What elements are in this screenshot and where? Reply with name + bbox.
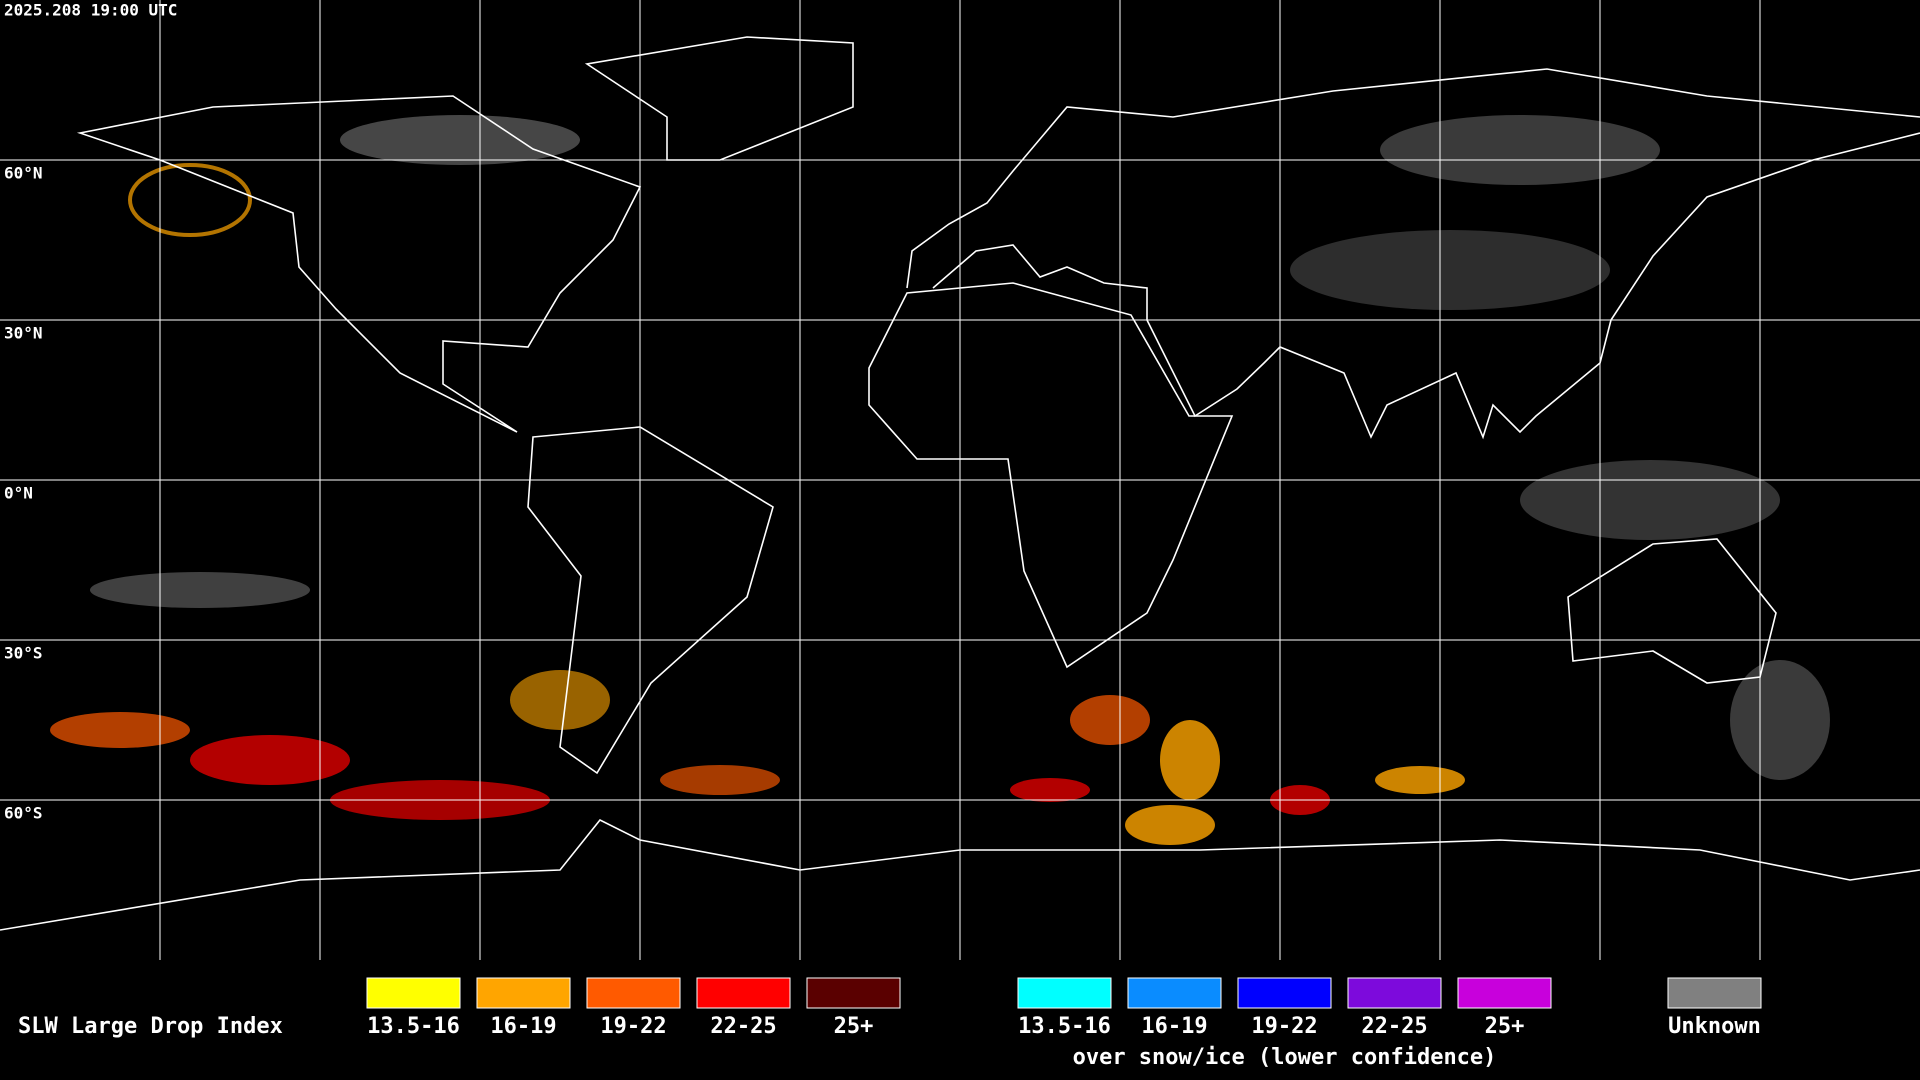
legend-swatch xyxy=(1017,977,1112,1009)
cloud-large-drop xyxy=(128,163,252,237)
cloud-large-drop xyxy=(190,735,350,785)
cloud-large-drop xyxy=(1010,778,1090,802)
latitude-label: 30°N xyxy=(4,324,43,343)
legend-label: 13.5-16 xyxy=(1018,1014,1111,1039)
legend-swatch xyxy=(1457,977,1552,1009)
latitude-label: 0°N xyxy=(4,484,33,503)
coastline xyxy=(0,818,1920,931)
cloud-unknown xyxy=(340,115,580,165)
legend-swatch xyxy=(1127,977,1222,1009)
legend-swatch xyxy=(366,977,461,1009)
latitude-label: 60°S xyxy=(4,804,43,823)
latitude-label: 30°S xyxy=(4,644,43,663)
cloud-large-drop xyxy=(1375,766,1465,794)
legend-swatch xyxy=(476,977,571,1009)
cloud-large-drop xyxy=(1070,695,1150,745)
legend-label: 22-25 xyxy=(1361,1014,1427,1039)
cloud-large-drop xyxy=(1125,805,1215,845)
legend-label: 22-25 xyxy=(710,1014,776,1039)
legend-label: 13.5-16 xyxy=(367,1014,460,1039)
cloud-unknown xyxy=(1380,115,1660,185)
cloud-unknown xyxy=(1730,660,1830,780)
coastline xyxy=(527,426,774,775)
legend-label: Unknown xyxy=(1668,1014,1761,1039)
legend-swatch xyxy=(806,977,901,1009)
legend-label: 25+ xyxy=(1485,1014,1525,1039)
coastline xyxy=(76,95,642,433)
legend-label: 19-22 xyxy=(1251,1014,1317,1039)
legend-swatch xyxy=(1667,977,1762,1009)
graticule: 60°N 30°N 0°N 30°S 60°S xyxy=(0,0,1920,960)
cloud-fields xyxy=(50,115,1830,845)
legend-label: 16-19 xyxy=(1141,1014,1207,1039)
cloud-large-drop xyxy=(1160,720,1220,800)
legend-label: 25+ xyxy=(834,1014,874,1039)
cloud-unknown xyxy=(90,572,310,608)
legend-label: 19-22 xyxy=(600,1014,666,1039)
timestamp: 2025.208 19:00 UTC xyxy=(4,1,177,20)
legend-swatch xyxy=(1237,977,1332,1009)
legend-swatch xyxy=(1347,977,1442,1009)
cloud-unknown xyxy=(1520,460,1780,540)
cloud-unknown xyxy=(1290,230,1610,310)
legend-swatch xyxy=(586,977,681,1009)
cloud-large-drop xyxy=(510,670,610,730)
legend-swatch xyxy=(696,977,791,1009)
legend: SLW Large Drop Index 13.5-16 16-19 19-22 22… xyxy=(18,977,1762,1070)
coastline xyxy=(868,282,1234,669)
latitude-label: 60°N xyxy=(4,164,43,183)
legend-caption: over snow/ice (lower confidence) xyxy=(1073,1045,1497,1070)
legend-title: SLW Large Drop Index xyxy=(18,1014,283,1039)
cloud-large-drop xyxy=(660,765,780,795)
cloud-large-drop xyxy=(50,712,190,748)
legend-label: 16-19 xyxy=(490,1014,556,1039)
